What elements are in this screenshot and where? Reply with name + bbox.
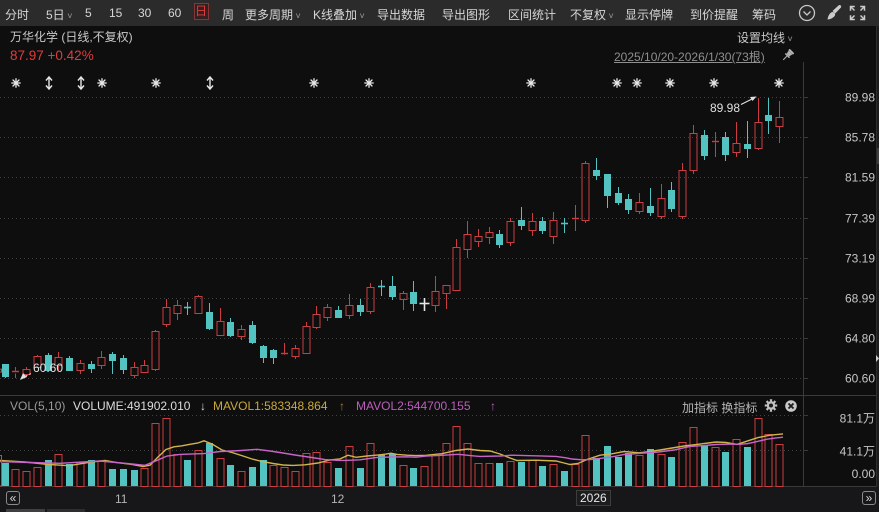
svg-text:64.80: 64.80 bbox=[845, 332, 875, 346]
svg-text:89.98: 89.98 bbox=[710, 101, 740, 115]
svg-text:73.19: 73.19 bbox=[845, 252, 875, 266]
svg-text:81.59: 81.59 bbox=[845, 171, 875, 185]
svg-text:77.39: 77.39 bbox=[845, 212, 875, 226]
svg-text:0.00: 0.00 bbox=[852, 467, 876, 481]
svg-text:89.98: 89.98 bbox=[845, 91, 875, 105]
svg-text:60.60: 60.60 bbox=[33, 361, 63, 375]
svg-text:85.78: 85.78 bbox=[845, 131, 875, 145]
svg-text:60.60: 60.60 bbox=[845, 372, 875, 386]
svg-text:81.1万: 81.1万 bbox=[840, 412, 875, 426]
svg-text:41.1万: 41.1万 bbox=[840, 445, 875, 459]
svg-text:68.99: 68.99 bbox=[845, 292, 875, 306]
